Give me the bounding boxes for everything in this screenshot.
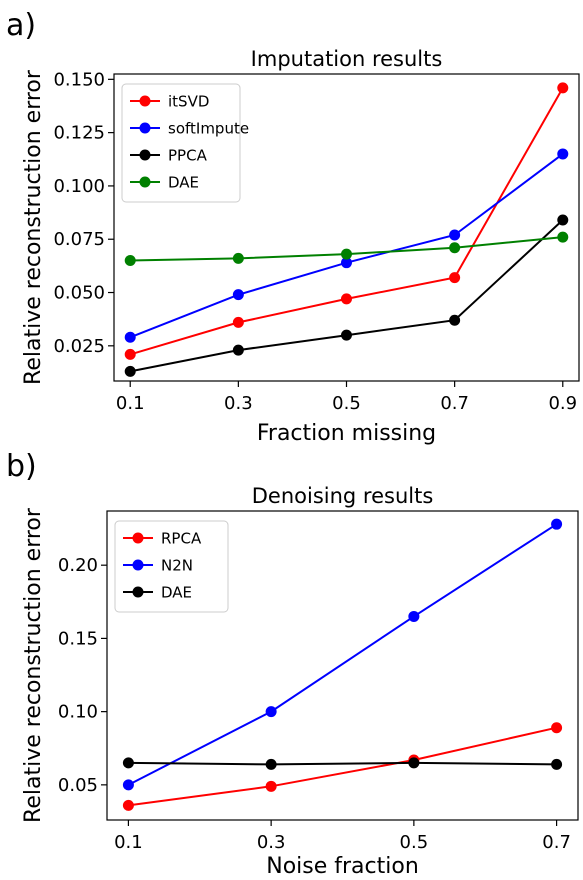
series-line-rpca <box>128 726 557 807</box>
legend-label: N2N <box>161 557 193 575</box>
data-point <box>122 757 134 769</box>
legend-box <box>121 83 241 203</box>
series-line-n2n <box>127 523 558 786</box>
data-point <box>265 780 277 792</box>
legend-label: softImpute <box>168 120 249 138</box>
legend-marker <box>139 122 151 134</box>
legend-label: DAE <box>161 584 192 602</box>
legend-marker <box>132 532 144 544</box>
data-point <box>557 231 569 243</box>
legend-label: PPCA <box>168 147 208 165</box>
data-point <box>124 365 136 377</box>
data-point <box>232 252 244 264</box>
chart-title: Denoising results <box>252 484 434 508</box>
data-point <box>265 706 277 718</box>
y-tick-label: 0.10 <box>58 702 98 723</box>
x-tick-label: 0.1 <box>116 393 145 414</box>
x-tick-label: 0.7 <box>542 832 571 853</box>
y-tick-label: 0.125 <box>53 123 105 144</box>
x-tick-label: 0.7 <box>440 393 469 414</box>
x-tick-label: 0.3 <box>257 832 286 853</box>
data-point <box>408 757 420 769</box>
data-point <box>449 229 461 241</box>
legend-marker <box>139 149 151 161</box>
data-point <box>341 329 352 341</box>
legend-marker <box>139 95 151 107</box>
x-tick-label: 0.5 <box>400 832 429 853</box>
x-tick-label: 0.3 <box>224 393 253 414</box>
legend-label: RPCA <box>161 530 202 548</box>
x-tick-label: 0.1 <box>114 832 143 853</box>
data-point <box>449 242 461 254</box>
data-point <box>124 255 136 267</box>
y-tick-label: 0.100 <box>53 176 105 197</box>
data-point <box>557 148 569 160</box>
data-point <box>551 518 563 530</box>
x-axis-label: Fraction missing <box>257 421 436 446</box>
data-point <box>557 82 569 94</box>
y-tick-label: 0.05 <box>58 775 98 796</box>
legend-label: DAE <box>168 174 199 192</box>
plot-frame <box>106 510 579 821</box>
series-line-dae <box>128 761 557 766</box>
y-tick-label: 0.20 <box>58 555 98 576</box>
data-point <box>232 316 244 328</box>
y-tick-label: 0.050 <box>53 283 105 304</box>
x-tick-label: 0.5 <box>332 393 361 414</box>
y-tick-label: 0.075 <box>53 229 105 250</box>
data-point <box>232 344 244 356</box>
y-tick-label: 0.025 <box>53 336 105 357</box>
data-point <box>341 257 352 269</box>
data-point <box>341 248 352 260</box>
y-tick-label: 0.150 <box>53 69 105 90</box>
x-tick-label: 0.9 <box>548 393 577 414</box>
data-point <box>551 722 563 734</box>
data-point <box>551 758 563 770</box>
y-tick-label: 0.15 <box>58 628 98 649</box>
data-point <box>124 331 136 343</box>
data-point <box>341 293 352 305</box>
x-axis-label: Noise fraction <box>266 854 419 879</box>
data-point <box>232 289 244 301</box>
y-axis-label: Relative reconstruction error <box>21 507 46 823</box>
legend-marker <box>132 559 144 571</box>
data-point <box>449 314 461 326</box>
data-point <box>408 610 420 622</box>
legend-marker <box>139 176 151 188</box>
data-point <box>124 348 136 360</box>
y-axis-label: Relative reconstruction error <box>21 69 46 385</box>
chart-title: Imputation results <box>251 47 443 71</box>
data-point <box>449 272 461 284</box>
legend-box <box>114 520 229 613</box>
panel-label: b) <box>6 449 37 484</box>
data-point <box>122 779 134 791</box>
legend-marker <box>132 586 144 598</box>
data-point <box>122 799 134 811</box>
legend-label: itSVD <box>168 93 209 111</box>
data-point <box>265 758 277 770</box>
panel-label: a) <box>6 8 36 43</box>
data-point <box>557 214 569 226</box>
